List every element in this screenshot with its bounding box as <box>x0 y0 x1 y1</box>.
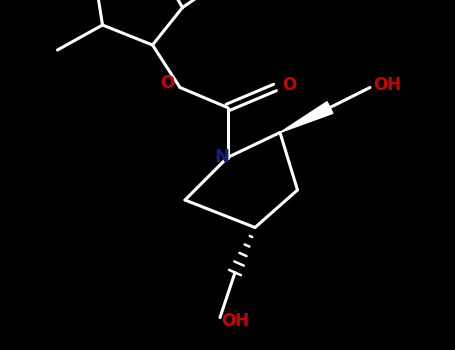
Text: N: N <box>214 147 229 166</box>
Text: OH: OH <box>374 76 402 94</box>
Text: OH: OH <box>221 313 249 330</box>
Polygon shape <box>280 102 333 133</box>
Text: O: O <box>282 76 296 94</box>
Text: O: O <box>160 75 175 92</box>
